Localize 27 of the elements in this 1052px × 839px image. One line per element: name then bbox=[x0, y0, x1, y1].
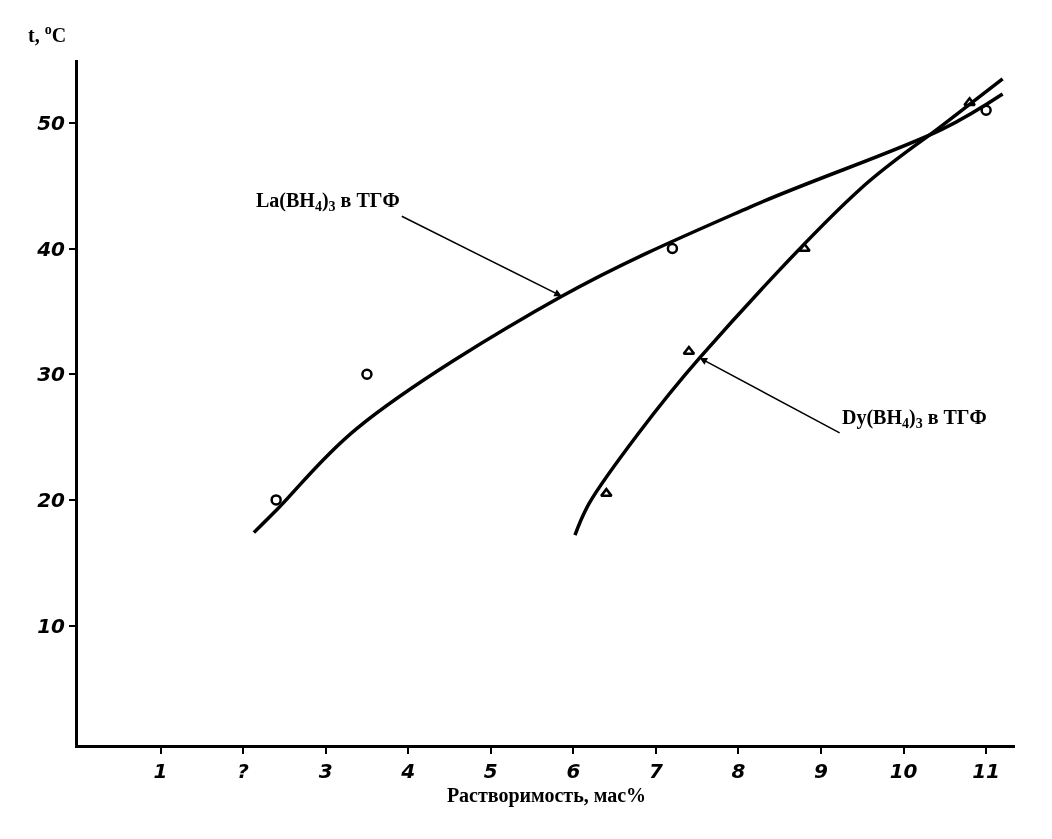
x-tick-label: 11 bbox=[972, 759, 1001, 783]
x-tick-label: 9 bbox=[814, 759, 829, 783]
x-tick-label: 8 bbox=[731, 759, 746, 783]
x-axis-title: Растворимость, мас% bbox=[446, 783, 647, 807]
x-tick-label: 3 bbox=[318, 759, 333, 783]
y-tick-label: 30 bbox=[37, 362, 66, 387]
y-tick-label: 10 bbox=[37, 613, 66, 638]
x-tick-label: 4 bbox=[400, 759, 416, 783]
x-tick-label: 7 bbox=[648, 759, 663, 783]
y-axis-title: t, $^{o}$C bbox=[28, 22, 67, 47]
point bbox=[963, 96, 977, 107]
point bbox=[270, 494, 282, 506]
point bbox=[599, 487, 613, 498]
annotation: Dy(BH$_{4}$)$_{3}$ в ТГФ bbox=[842, 406, 987, 432]
x-tick-label: 1 bbox=[153, 759, 168, 783]
x-tick-label: 6 bbox=[566, 759, 581, 783]
point bbox=[682, 345, 696, 356]
y-tick-label: 50 bbox=[37, 110, 66, 135]
annotation: La(BH$_{4}$)$_{3}$ в ТГФ bbox=[256, 189, 400, 215]
x-tick-label: 5 bbox=[483, 759, 498, 783]
y-tick-label: 20 bbox=[37, 487, 66, 512]
point bbox=[361, 368, 373, 380]
point bbox=[980, 104, 992, 117]
y-tick-label: 40 bbox=[36, 236, 66, 261]
x-tick-label: ? bbox=[237, 759, 250, 783]
point bbox=[666, 242, 679, 255]
x-tick-label: 10 bbox=[889, 759, 918, 783]
